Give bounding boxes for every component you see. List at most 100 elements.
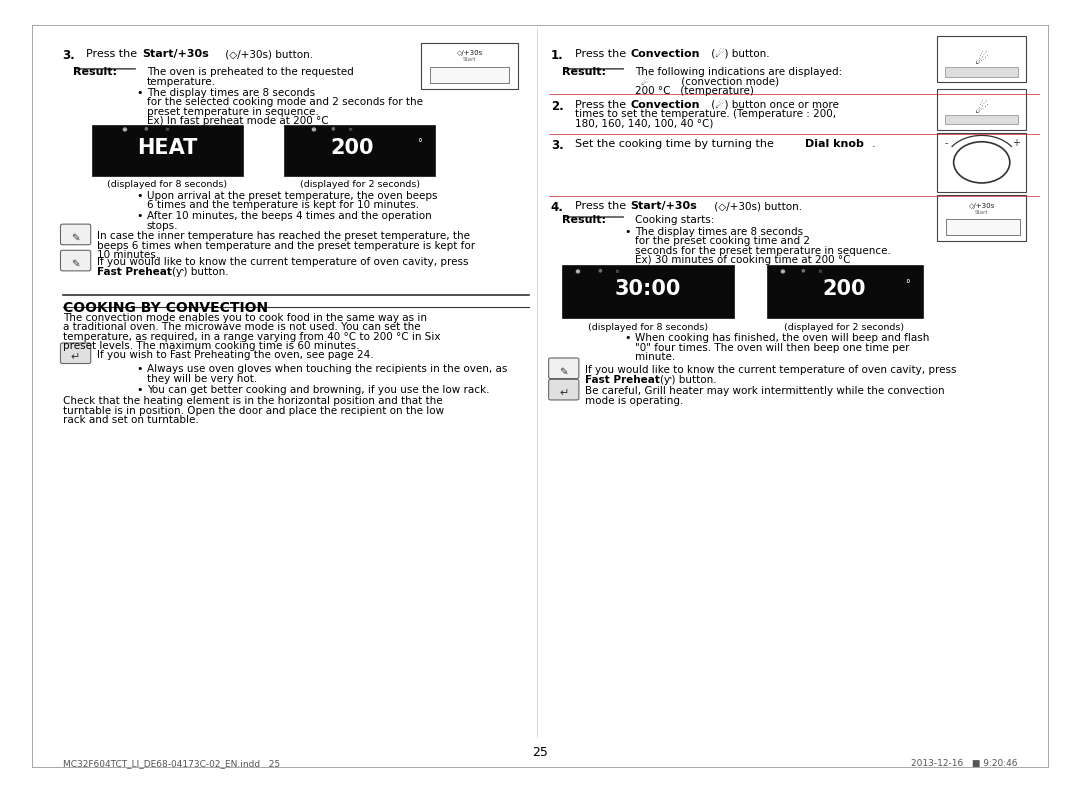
Text: MC32F604TCT_LI_DE68-04173C-02_EN.indd   25: MC32F604TCT_LI_DE68-04173C-02_EN.indd 25 [63, 759, 280, 767]
Text: •: • [136, 364, 143, 375]
Text: a traditional oven. The microwave mode is not used. You can set the: a traditional oven. The microwave mode i… [63, 322, 420, 333]
Text: in: in [819, 269, 823, 274]
Text: (displayed for 2 seconds): (displayed for 2 seconds) [784, 323, 905, 332]
Text: In case the inner temperature has reached the preset temperature, the: In case the inner temperature has reache… [97, 231, 470, 242]
Text: 6 times and the temperature is kept for 10 minutes.: 6 times and the temperature is kept for … [147, 200, 419, 211]
Text: 200 °C   (temperature): 200 °C (temperature) [635, 86, 754, 97]
FancyBboxPatch shape [284, 125, 435, 176]
Text: minute.: minute. [635, 352, 675, 363]
Text: HEAT: HEAT [137, 138, 198, 158]
Text: Be careful, Grill heater may work intermittently while the convection: Be careful, Grill heater may work interm… [585, 386, 945, 397]
Text: ✎: ✎ [71, 233, 80, 243]
Text: Fast Preheat: Fast Preheat [97, 267, 176, 277]
Text: ❅: ❅ [121, 127, 127, 133]
Text: Always use oven gloves when touching the recipients in the oven, as: Always use oven gloves when touching the… [147, 364, 508, 375]
Text: 3.: 3. [551, 139, 564, 152]
Text: 3.: 3. [63, 49, 76, 62]
FancyBboxPatch shape [549, 379, 579, 400]
Text: 200: 200 [823, 279, 866, 299]
Text: seconds for the preset temperature in sequence.: seconds for the preset temperature in se… [635, 246, 891, 256]
Text: (displayed for 8 seconds): (displayed for 8 seconds) [588, 323, 708, 332]
Text: 1.: 1. [551, 49, 564, 62]
Text: Upon arrival at the preset temperature, the oven beeps: Upon arrival at the preset temperature, … [147, 191, 437, 201]
Text: ❅: ❅ [144, 127, 148, 131]
Text: Fast Preheat: Fast Preheat [585, 375, 664, 385]
Text: The following indications are displayed:: The following indications are displayed: [635, 67, 842, 78]
Text: temperature, as required, in a range varying from 40 °C to 200 °C in Six: temperature, as required, in a range var… [63, 332, 441, 342]
Text: temperature.: temperature. [147, 77, 216, 87]
Text: After 10 minutes, the beeps 4 times and the operation: After 10 minutes, the beeps 4 times and … [147, 211, 432, 222]
Text: ☄: ☄ [975, 52, 988, 67]
Text: .: . [872, 139, 875, 150]
Text: Start/+30s: Start/+30s [143, 49, 210, 59]
FancyBboxPatch shape [60, 224, 91, 245]
Text: If you would like to know the current temperature of oven cavity, press: If you would like to know the current te… [97, 257, 469, 268]
Text: The oven is preheated to the requested: The oven is preheated to the requested [147, 67, 353, 78]
Text: (convection mode): (convection mode) [665, 77, 780, 87]
FancyBboxPatch shape [549, 358, 579, 379]
Text: 2.: 2. [551, 100, 564, 112]
Text: •: • [624, 333, 631, 344]
FancyBboxPatch shape [92, 125, 243, 176]
Text: "0" four times. The oven will then beep one time per: "0" four times. The oven will then beep … [635, 343, 909, 353]
Text: stops.: stops. [147, 221, 178, 231]
Text: ❅: ❅ [575, 269, 581, 276]
Text: •: • [624, 227, 631, 237]
Text: times to set the temperature. (Temperature : 200,: times to set the temperature. (Temperatu… [575, 109, 836, 120]
Text: Cooking starts:: Cooking starts: [635, 215, 714, 226]
Text: Press the: Press the [86, 49, 141, 59]
FancyBboxPatch shape [421, 43, 518, 89]
Text: •: • [136, 191, 143, 201]
Text: If you wish to Fast Preheating the oven, see page 24.: If you wish to Fast Preheating the oven,… [97, 350, 374, 360]
Text: 200: 200 [330, 138, 374, 158]
FancyBboxPatch shape [60, 250, 91, 271]
Text: mode is operating.: mode is operating. [585, 396, 684, 406]
Text: Convection: Convection [631, 100, 700, 110]
Text: Set the cooking time by turning the: Set the cooking time by turning the [575, 139, 777, 150]
Text: COOKING BY CONVECTION: COOKING BY CONVECTION [63, 301, 268, 315]
Text: ☄: ☄ [640, 77, 650, 87]
Text: Check that the heating element is in the horizontal position and that the: Check that the heating element is in the… [63, 396, 443, 406]
Text: °: ° [905, 279, 909, 289]
Text: ↵: ↵ [71, 352, 80, 362]
Text: Result:: Result: [562, 215, 606, 226]
Text: preset levels. The maximum cooking time is 60 minutes.: preset levels. The maximum cooking time … [63, 341, 360, 352]
FancyBboxPatch shape [937, 36, 1026, 82]
Text: If you would like to know the current temperature of oven cavity, press: If you would like to know the current te… [585, 365, 957, 375]
Text: Start: Start [463, 57, 476, 62]
Text: in: in [349, 127, 353, 131]
FancyBboxPatch shape [767, 265, 923, 318]
Text: Ex) 30 minutes of cooking time at 200 °C: Ex) 30 minutes of cooking time at 200 °C [635, 255, 851, 265]
FancyBboxPatch shape [937, 133, 1026, 192]
FancyBboxPatch shape [562, 265, 734, 318]
Text: (☄) button.: (☄) button. [708, 49, 770, 59]
Text: When cooking has finished, the oven will beep and flash: When cooking has finished, the oven will… [635, 333, 930, 344]
Text: Dial knob: Dial knob [805, 139, 864, 150]
Text: ❅: ❅ [597, 269, 602, 274]
Text: •: • [136, 211, 143, 222]
Text: Ex) In fast preheat mode at 200 °C: Ex) In fast preheat mode at 200 °C [147, 116, 328, 127]
FancyBboxPatch shape [937, 195, 1026, 241]
Text: 2013-12-16   ■ 9:20:46: 2013-12-16 ■ 9:20:46 [910, 759, 1017, 767]
Text: ✎: ✎ [71, 259, 80, 269]
Text: (☄) button once or more: (☄) button once or more [708, 100, 839, 110]
Text: Press the: Press the [575, 100, 630, 110]
Text: 4.: 4. [551, 201, 564, 214]
Text: 30:00: 30:00 [615, 279, 681, 299]
Text: ❅: ❅ [310, 127, 316, 133]
Text: 180, 160, 140, 100, 40 °C): 180, 160, 140, 100, 40 °C) [575, 119, 713, 129]
Text: •: • [136, 385, 143, 395]
Text: they will be very hot.: they will be very hot. [147, 374, 257, 384]
Text: for the selected cooking mode and 2 seconds for the: for the selected cooking mode and 2 seco… [147, 97, 423, 108]
Text: The display times are 8 seconds: The display times are 8 seconds [147, 88, 315, 98]
Text: ❅: ❅ [800, 269, 805, 274]
Text: -: - [944, 138, 948, 148]
Text: Start/+30s: Start/+30s [631, 201, 698, 211]
Text: in: in [165, 127, 170, 131]
Text: ↵: ↵ [559, 388, 568, 398]
FancyBboxPatch shape [430, 67, 509, 83]
Text: (displayed for 2 seconds): (displayed for 2 seconds) [299, 180, 420, 188]
Text: preset temperature in sequence.: preset temperature in sequence. [147, 107, 319, 117]
Text: Convection: Convection [631, 49, 700, 59]
Text: for the preset cooking time and 2: for the preset cooking time and 2 [635, 236, 810, 246]
